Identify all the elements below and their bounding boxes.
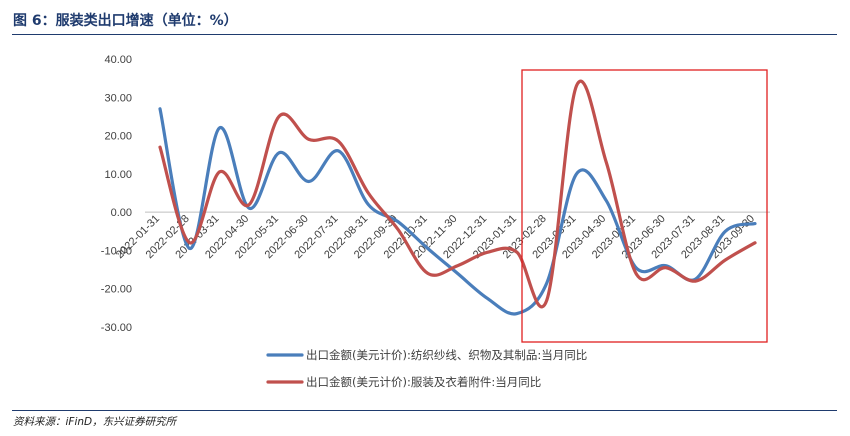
- series-layer: [158, 79, 757, 316]
- legend: 出口金额(美元计价):纺织纱线、织物及其制品:当月同比出口金额(美元计价):服装…: [266, 348, 587, 389]
- legend-label: 出口金额(美元计价):服装及衣着附件:当月同比: [306, 375, 541, 389]
- series-line-1: [158, 107, 757, 316]
- title-rule: [12, 34, 837, 35]
- y-tick-label: -10.00: [101, 245, 132, 257]
- y-axis-ticks: 40.00 30.00 20.00 10.00 0.00 -10.00 -20.00 -30.…: [101, 54, 132, 334]
- y-tick-label: 0.00: [111, 207, 132, 219]
- highlight-box: [521, 69, 768, 343]
- y-tick-label: 30.00: [104, 92, 132, 104]
- y-tick-label: -30.00: [101, 322, 132, 334]
- highlight-layer: [521, 69, 768, 343]
- y-tick-label: -20.00: [101, 284, 132, 296]
- y-tick-label: 20.00: [104, 131, 132, 143]
- source-note: 资料来源：iFinD，东兴证券研究所: [13, 416, 177, 428]
- series-line-2: [158, 79, 757, 309]
- y-tick-label: 10.00: [104, 169, 132, 181]
- y-tick-label: 40.00: [104, 54, 132, 66]
- legend-label: 出口金额(美元计价):纺织纱线、织物及其制品:当月同比: [306, 348, 587, 362]
- figure-title: 图 6：服装类出口增速（单位：%）: [13, 13, 238, 29]
- source-rule: [12, 410, 837, 411]
